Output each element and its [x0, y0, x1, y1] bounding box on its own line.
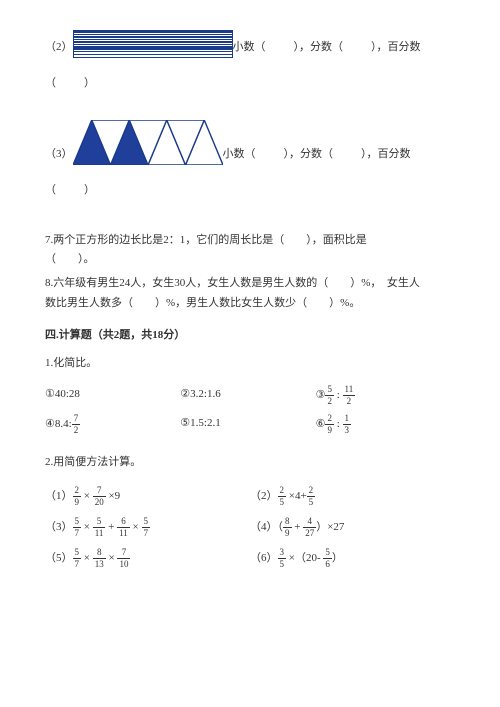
p1-item: ③52 : 112: [316, 381, 451, 410]
triangle-svg: [73, 120, 223, 165]
fraction: 25: [278, 486, 287, 507]
p2-item: （6）35 ×（20- 56）: [250, 543, 455, 574]
fraction: 57: [142, 517, 151, 538]
question-7: 7.两个正方形的边长比是2：1，它们的周长比是（ ），面积比是 （ ）。: [45, 231, 455, 271]
p2-item: （5）57 × 813 × 710: [45, 543, 250, 574]
p1-item: ②3.2:1.6: [180, 381, 315, 410]
q3-label: （3）: [45, 145, 73, 165]
q8-line2: 数比男生人数多（ ）%，男生人数比女生人数少（ ）%。: [45, 294, 455, 314]
item-marker: ②: [180, 388, 190, 400]
fraction: 720: [93, 486, 106, 507]
fraction: 29: [325, 414, 334, 435]
p1-title: 1.化简比。: [45, 354, 455, 374]
fraction: 813: [93, 548, 106, 569]
fraction: 710: [117, 548, 130, 569]
q3-t1: 小数（: [223, 145, 256, 165]
q2-label: （2）: [45, 38, 73, 58]
q2-t5: ）: [84, 74, 95, 94]
q3-t2: ），分数（: [284, 145, 334, 165]
q3-t5: ）: [84, 181, 95, 201]
item-marker: ④: [45, 418, 55, 430]
fraction: 29: [73, 486, 82, 507]
p2-item: （1）29 × 720 ×9: [45, 481, 250, 512]
q3-figure: [73, 120, 223, 165]
q7-line2: （ ）。: [45, 250, 455, 270]
fraction: 57: [73, 517, 82, 538]
q2-figure: [73, 30, 233, 58]
q2-t3: ），百分数: [371, 38, 421, 58]
fraction: 611: [117, 517, 130, 538]
fraction: 72: [72, 414, 81, 435]
p2-item: （2）25 ×4+25: [250, 481, 455, 512]
item-marker: ⑥: [316, 418, 326, 430]
q7-line1: 7.两个正方形的边长比是2：1，它们的周长比是（ ），面积比是: [45, 231, 455, 251]
fraction: 52: [325, 385, 334, 406]
fraction: 56: [323, 548, 332, 569]
fraction: 427: [303, 517, 316, 538]
fraction: 511: [93, 517, 106, 538]
item-number: （4）: [250, 521, 278, 533]
p2-item: （3）57 × 511 + 611 × 57: [45, 512, 250, 543]
p2-grid: （1）29 × 720 ×9（2）25 ×4+25（3）57 × 511 + 6…: [45, 481, 455, 574]
item-marker: ⑤: [180, 417, 190, 429]
item-number: （5）: [45, 552, 73, 564]
q2-striped-empty: [73, 50, 233, 59]
p1-item: ④8.4:72: [45, 410, 180, 439]
fraction: 112: [343, 385, 356, 406]
fraction: 25: [307, 486, 316, 507]
q3-t4: （: [45, 181, 56, 201]
p1-item: ①40:28: [45, 381, 180, 410]
p1-grid: ①40:28②3.2:1.6③52 : 112④8.4:72⑤1.5:2.1⑥2…: [45, 381, 455, 439]
item-number: （2）: [250, 490, 278, 502]
p1-item: ⑥29 : 13: [316, 410, 451, 439]
q2-striped-filled: [73, 30, 233, 50]
item-number: （6）: [250, 552, 278, 564]
q2-t1: 小数（: [233, 38, 266, 58]
q8-line1: 8.六年级有男生24人，女生30人，女生人数是男生人数的（ ）%， 女生人: [45, 274, 455, 294]
question-8: 8.六年级有男生24人，女生30人，女生人数是男生人数的（ ）%， 女生人 数比…: [45, 274, 455, 314]
item-marker: ③: [316, 389, 326, 401]
item-text: 3.2:1.6: [190, 388, 221, 400]
q2-t2: ），分数（: [294, 38, 344, 58]
item-text: 1.5:2.1: [190, 417, 221, 429]
q2-tail-row: （ ）: [45, 74, 455, 94]
item-number: （3）: [45, 521, 73, 533]
q3-tail-row: （ ）: [45, 181, 455, 201]
fraction: 35: [278, 548, 287, 569]
fraction: 89: [283, 517, 292, 538]
p2-title: 2.用简便方法计算。: [45, 453, 455, 473]
question-2-row: （2） 小数（ ），分数（ ），百分数: [45, 30, 455, 58]
p2-item: （4）（89 + 427）×27: [250, 512, 455, 543]
p1-item: ⑤1.5:2.1: [180, 410, 315, 439]
fraction: 13: [343, 414, 352, 435]
item-text: 40:28: [55, 388, 80, 400]
section-4-title: 四.计算题（共2题，共18分）: [45, 326, 455, 346]
item-marker: ①: [45, 388, 55, 400]
q3-t3: ），百分数: [361, 145, 411, 165]
question-3-row: （3） 小数（ ），分数（ ），百分数: [45, 120, 455, 165]
q2-t4: （: [45, 74, 56, 94]
item-number: （1）: [45, 490, 73, 502]
fraction: 57: [73, 548, 82, 569]
